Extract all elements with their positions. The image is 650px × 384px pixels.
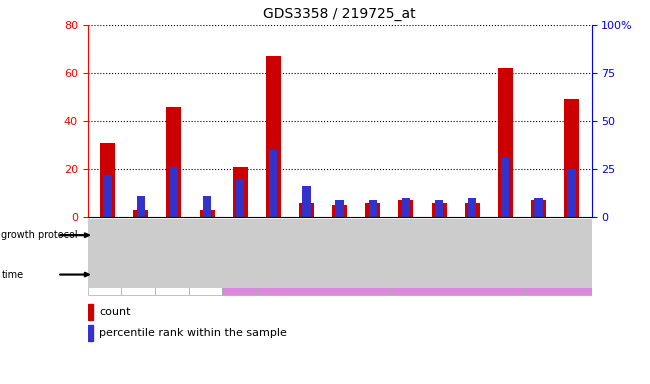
- Bar: [236, 179, 244, 217]
- Bar: [266, 56, 281, 217]
- Bar: [88, 304, 93, 320]
- Bar: [170, 167, 178, 217]
- Bar: [269, 150, 278, 217]
- Bar: [432, 203, 447, 217]
- Bar: [501, 157, 510, 217]
- Bar: [567, 169, 576, 217]
- Bar: [402, 198, 410, 217]
- Bar: [203, 196, 211, 217]
- Text: 0
weeks: 0 weeks: [89, 264, 120, 285]
- Bar: [531, 200, 546, 217]
- Text: 12 months: 12 months: [532, 270, 584, 280]
- Bar: [188, 254, 222, 295]
- Text: percentile rank within the sample: percentile rank within the sample: [99, 328, 287, 338]
- Bar: [222, 254, 255, 295]
- Bar: [133, 210, 148, 217]
- Bar: [332, 205, 347, 217]
- Bar: [435, 200, 443, 217]
- Bar: [299, 203, 314, 217]
- Text: 11 months: 11 months: [465, 270, 517, 280]
- Bar: [88, 325, 93, 341]
- Bar: [255, 254, 323, 295]
- Bar: [365, 203, 380, 217]
- Bar: [88, 254, 122, 295]
- Text: 12
months: 12 months: [220, 264, 257, 285]
- Text: androgen-deprived: androgen-deprived: [370, 230, 477, 240]
- Bar: [100, 142, 115, 217]
- Bar: [498, 68, 513, 217]
- Bar: [468, 198, 476, 217]
- Bar: [255, 219, 592, 252]
- Title: GDS3358 / 219725_at: GDS3358 / 219725_at: [263, 7, 416, 21]
- Bar: [233, 167, 248, 217]
- Bar: [200, 210, 214, 217]
- Bar: [534, 198, 543, 217]
- Bar: [457, 254, 525, 295]
- Bar: [323, 254, 390, 295]
- Text: control: control: [152, 230, 191, 240]
- Text: 1 month: 1 month: [336, 270, 377, 280]
- Bar: [390, 254, 457, 295]
- Bar: [465, 203, 480, 217]
- Text: growth protocol: growth protocol: [1, 230, 78, 240]
- Bar: [369, 200, 377, 217]
- Text: 3
weeks: 3 weeks: [123, 264, 153, 285]
- Bar: [564, 99, 579, 217]
- Text: count: count: [99, 308, 131, 318]
- Text: 5 months: 5 months: [400, 270, 447, 280]
- Text: 3 weeks: 3 weeks: [269, 270, 309, 280]
- Bar: [302, 186, 311, 217]
- Bar: [166, 107, 181, 217]
- Bar: [398, 200, 413, 217]
- Text: 5
months: 5 months: [187, 264, 224, 285]
- Bar: [155, 254, 188, 295]
- Bar: [122, 254, 155, 295]
- Bar: [136, 196, 145, 217]
- Bar: [88, 219, 255, 252]
- Bar: [103, 175, 112, 217]
- Text: 1
month: 1 month: [156, 264, 188, 285]
- Text: time: time: [1, 270, 23, 280]
- Bar: [335, 200, 344, 217]
- Bar: [525, 254, 592, 295]
